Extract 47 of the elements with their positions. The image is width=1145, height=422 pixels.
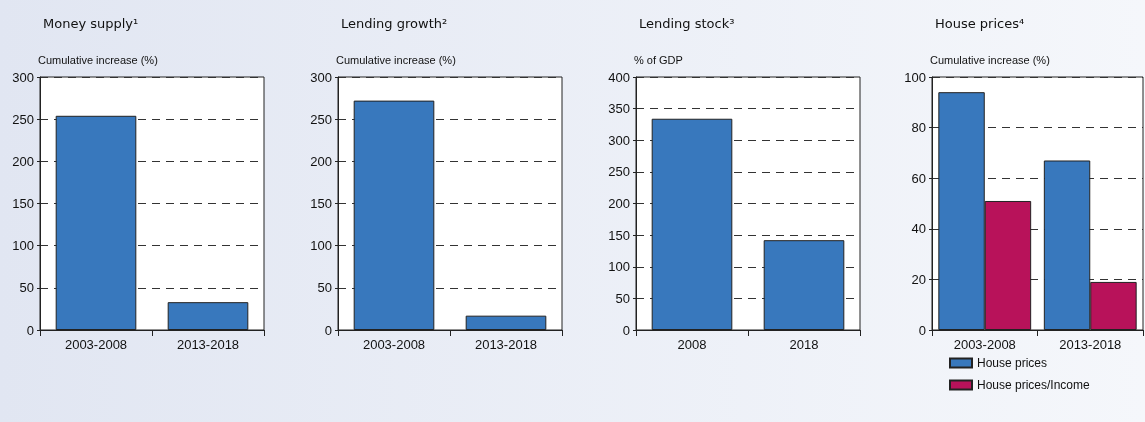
y-tick-label: 300 xyxy=(12,69,34,85)
x-tick-label: 2013-2018 xyxy=(1059,337,1122,352)
y-tick-label: 0 xyxy=(622,322,630,338)
y-tick-label: 250 xyxy=(608,164,630,180)
y-tick-label: 60 xyxy=(911,170,926,186)
y-tick-label: 300 xyxy=(608,132,630,148)
y-axis-title: Cumulative increase (%) xyxy=(38,53,158,66)
legend-label: House prices/Income xyxy=(977,378,1091,392)
x-tick-label: 2013-2018 xyxy=(176,337,240,352)
legend-label: House prices xyxy=(977,356,1048,370)
x-tick-label: 2003-2008 xyxy=(64,337,128,352)
y-tick-label: 50 xyxy=(19,280,34,296)
y-tick-label: 80 xyxy=(911,120,926,136)
chart-title: Lending stock³ xyxy=(639,16,735,31)
y-axis-title: Cumulative increase (%) xyxy=(336,53,456,66)
y-tick-label: 350 xyxy=(608,101,630,117)
y-tick-label: 20 xyxy=(911,271,926,287)
y-axis-title: % of GDP xyxy=(634,53,683,66)
x-tick-label: 2003-2008 xyxy=(953,337,1016,352)
chart-title: Money supply¹ xyxy=(43,16,139,31)
x-tick-label: 2008 xyxy=(677,337,707,352)
y-tick-label: 150 xyxy=(12,196,34,211)
y-tick-label: 400 xyxy=(608,69,630,85)
y-tick-label: 50 xyxy=(317,280,332,296)
y-tick-label: 150 xyxy=(608,227,630,243)
y-tick-label: 200 xyxy=(12,153,34,169)
y-tick-label: 50 xyxy=(615,290,630,306)
y-tick-label: 200 xyxy=(310,153,332,169)
y-tick-label: 250 xyxy=(310,111,332,127)
x-tick-label: 2003-2008 xyxy=(362,337,426,352)
x-tick-label: 2013-2018 xyxy=(474,337,538,352)
y-tick-label: 100 xyxy=(904,69,926,85)
y-tick-label: 200 xyxy=(608,196,630,211)
y-tick-label: 250 xyxy=(12,111,34,127)
y-tick-label: 100 xyxy=(12,238,34,254)
y-tick-label: 300 xyxy=(310,69,332,85)
y-tick-label: 40 xyxy=(911,221,926,237)
y-tick-label: 0 xyxy=(918,322,926,338)
chart-title: Lending growth² xyxy=(341,16,448,31)
x-tick-label: 2018 xyxy=(789,337,819,352)
y-tick-label: 100 xyxy=(608,259,630,275)
chart-title: House prices⁴ xyxy=(935,16,1025,31)
y-axis-title: Cumulative increase (%) xyxy=(930,53,1050,66)
y-tick-label: 150 xyxy=(310,196,332,211)
y-tick-label: 100 xyxy=(310,238,332,254)
y-tick-label: 0 xyxy=(26,322,34,338)
y-tick-label: 0 xyxy=(324,322,332,338)
